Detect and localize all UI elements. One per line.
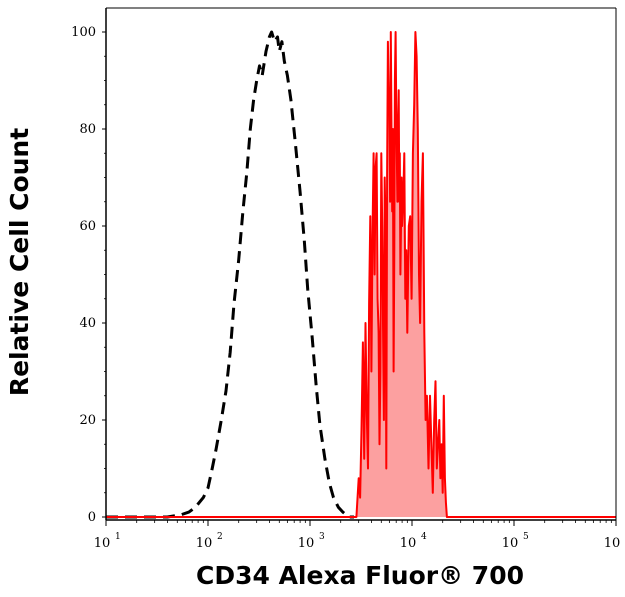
x-tick-label-1: 10 xyxy=(94,536,111,551)
x-tick-label-3: 10 xyxy=(298,536,315,551)
x-tick-exponent-4: 4 xyxy=(421,532,427,542)
series-line-1 xyxy=(106,30,354,519)
x-tick-label-6: 10 xyxy=(604,536,621,551)
x-tick-exponent-2: 2 xyxy=(217,532,223,542)
x-tick-exponent-1: 1 xyxy=(115,532,121,542)
y-axis-label: Relative Cell Count xyxy=(5,127,34,397)
x-tick-label-2: 10 xyxy=(196,536,213,551)
x-axis-label: CD34 Alexa Fluor® 700 xyxy=(195,561,524,590)
x-tick-label-5: 10 xyxy=(502,536,519,551)
x-tick-exponent-5: 5 xyxy=(523,532,529,542)
y-tick-label-40: 40 xyxy=(79,316,96,331)
y-tick-label-100: 100 xyxy=(71,25,96,40)
x-tick-label-4: 10 xyxy=(400,536,417,551)
y-tick-label-20: 20 xyxy=(79,413,96,428)
y-tick-label-80: 80 xyxy=(79,122,96,137)
series-line-2 xyxy=(106,31,616,518)
y-tick-label-60: 60 xyxy=(79,219,96,234)
y-tick-label-0: 0 xyxy=(88,510,96,525)
x-tick-exponent-3: 3 xyxy=(319,532,325,542)
